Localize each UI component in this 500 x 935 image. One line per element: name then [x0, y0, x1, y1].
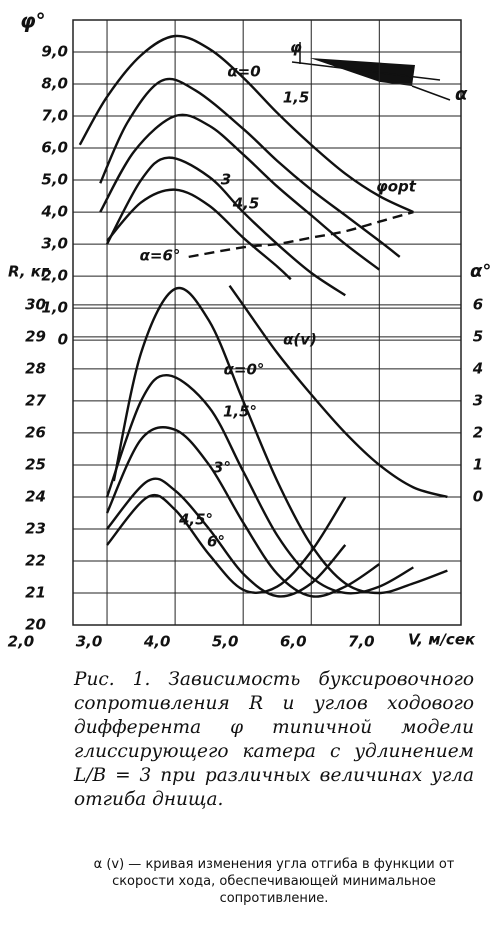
curve	[105, 156, 346, 297]
y3-tick-label: 4,0	[40, 203, 68, 221]
curve	[99, 113, 381, 271]
inset-diagram: φ α	[290, 39, 468, 106]
curve-label: 3°	[213, 459, 231, 477]
curve-label: α=6°	[140, 247, 181, 265]
y-tick-label: 29	[25, 327, 46, 345]
x-axis-title: V, м/сек	[408, 631, 476, 649]
curve	[78, 34, 414, 214]
y3-tick-label: 6,0	[41, 139, 68, 157]
curve	[106, 493, 347, 595]
y-tick-label: 23	[25, 519, 46, 537]
plot-frame	[72, 19, 462, 626]
curve	[105, 374, 414, 595]
curve	[188, 210, 414, 259]
y3-tick-label: 0	[58, 331, 68, 349]
y3-axis-title: φ°	[20, 9, 46, 33]
x-tick-label: 5,0	[212, 633, 239, 651]
y3-tick-label: 1,0	[41, 299, 68, 317]
curve	[228, 284, 448, 499]
y3-tick-label: 2,0	[41, 267, 68, 285]
y2-tick-label: 2	[473, 423, 483, 441]
curve-label: 4,5	[232, 195, 260, 213]
x-tick-label: 2,0	[8, 633, 35, 651]
y2-axis-title: α°	[470, 261, 491, 282]
inset-line	[411, 85, 451, 101]
y-axis-title: R, кг	[8, 263, 50, 281]
x-tick-label: 7,0	[348, 633, 375, 651]
y3-tick-label: 8,0	[41, 75, 68, 93]
curve-label: α=0°	[224, 361, 265, 379]
inset-line	[291, 61, 441, 81]
y-tick-label: 21	[25, 583, 46, 601]
y3-tick-label: 3,0	[41, 235, 68, 253]
y-tick-label: 24	[25, 487, 46, 505]
curve	[99, 77, 401, 258]
curve-label: 1,5°	[223, 403, 257, 421]
y-tick-label: 22	[25, 551, 46, 569]
caption: Рис. 1. Зависимость буксировочного сопро…	[74, 669, 474, 810]
curve-label: α(v)	[283, 331, 317, 349]
y-tick-label: 26	[25, 423, 46, 441]
y3-tick-label: 5,0	[41, 171, 68, 189]
y3-tick-label: 7,0	[41, 107, 68, 125]
curve-label: 3	[221, 171, 231, 189]
curve-label: α=0	[227, 63, 260, 81]
y2-tick-label: 5	[473, 327, 483, 345]
curve	[106, 477, 347, 598]
chart: φ° R, кг α° V, м/сек φ α 2,0 3,0 4,0 5,0 6,0…	[8, 9, 492, 651]
y2-tick-label: 6	[473, 295, 483, 313]
inset-label: α	[455, 84, 468, 105]
curve-label: φopt	[376, 178, 417, 196]
y-tick-label: 20	[25, 616, 46, 634]
note: α (v) — кривая изменения угла отгиба в ф…	[93, 857, 455, 906]
y-tick-label: 25	[25, 455, 46, 473]
curve	[106, 188, 292, 281]
curve	[112, 286, 448, 595]
y2-tick-label: 4	[472, 359, 483, 377]
y-tick-label: 27	[25, 391, 46, 409]
curve-label: 6°	[207, 533, 225, 551]
y2-tick-label: 1	[473, 455, 483, 473]
curve-label: 1,5	[283, 89, 310, 107]
y2-tick-label: 0	[473, 487, 483, 505]
inset-hull	[310, 58, 415, 86]
x-tick-label: 3,0	[76, 633, 103, 651]
y3-tick-label: 9,0	[41, 43, 68, 61]
y-tick-label: 28	[25, 359, 46, 377]
y2-tick-label: 3	[473, 391, 483, 409]
x-tick-label: 6,0	[280, 633, 307, 651]
curve	[105, 426, 380, 598]
x-tick-label: 4,0	[143, 633, 171, 651]
inset-label: φ	[290, 39, 302, 57]
y-tick-label: 30	[25, 295, 46, 313]
